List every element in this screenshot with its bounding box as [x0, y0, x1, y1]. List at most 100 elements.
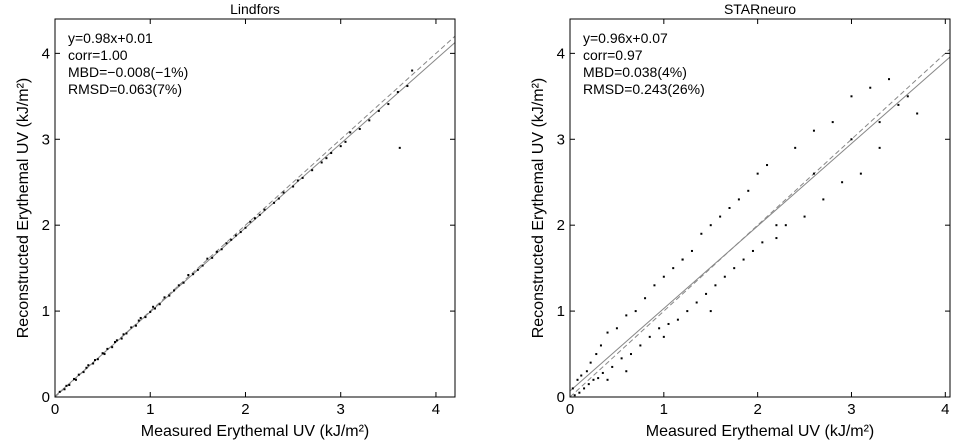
point: [234, 234, 237, 237]
annotation: MBD=−0.008(−1%): [68, 64, 188, 80]
point: [182, 281, 185, 284]
x-tick-label: 4: [432, 401, 440, 418]
point: [211, 256, 214, 259]
point: [74, 378, 77, 381]
point: [606, 331, 609, 334]
point: [320, 161, 323, 164]
point: [101, 352, 104, 355]
point: [263, 208, 266, 211]
point: [201, 264, 204, 267]
y-axis-label: Reconstructed Erythemal UV (kJ/m²): [15, 78, 32, 339]
point: [130, 326, 133, 329]
fit-line: [54, 42, 456, 397]
point: [163, 296, 166, 299]
annotation: MBD=0.038(4%): [583, 64, 687, 80]
point: [63, 388, 66, 391]
point: [144, 316, 147, 319]
point: [573, 394, 576, 397]
point: [120, 337, 123, 340]
point: [775, 224, 778, 227]
x-axis-label: Measured Erythemal UV (kJ/m²): [141, 423, 370, 440]
point: [695, 301, 698, 304]
point: [728, 207, 731, 209]
point: [756, 172, 759, 175]
point: [398, 146, 401, 149]
point: [96, 358, 99, 361]
point: [206, 257, 209, 260]
point: [368, 119, 371, 122]
point: [58, 390, 61, 393]
point: [225, 242, 228, 245]
point: [77, 373, 80, 376]
point: [94, 359, 96, 362]
point: [714, 284, 717, 287]
point: [125, 332, 128, 335]
point: [709, 310, 712, 313]
point: [620, 357, 623, 360]
point: [611, 365, 614, 368]
point: [239, 231, 242, 234]
point: [296, 179, 299, 182]
point: [152, 305, 155, 308]
point: [244, 226, 247, 229]
point: [154, 307, 156, 310]
chart-title: Lindfors: [230, 1, 280, 17]
annotation: corr=1.00: [68, 47, 128, 63]
point: [606, 378, 609, 381]
point: [578, 391, 581, 394]
point: [761, 241, 764, 244]
point: [597, 377, 600, 380]
point: [662, 275, 665, 278]
point: [292, 185, 295, 188]
point: [916, 112, 919, 115]
point: [330, 152, 333, 155]
y-tick-label: 4: [42, 45, 50, 62]
point: [812, 129, 815, 132]
point: [784, 224, 787, 227]
point: [742, 258, 745, 261]
point: [122, 333, 125, 336]
point: [878, 121, 881, 124]
point: [690, 249, 693, 252]
x-tick-label: 0: [51, 401, 59, 418]
point: [595, 353, 598, 356]
point: [705, 292, 708, 295]
x-tick-label: 0: [566, 401, 574, 418]
point: [177, 284, 180, 287]
point: [282, 191, 285, 194]
point: [667, 322, 670, 325]
point: [803, 215, 806, 218]
point: [134, 324, 137, 327]
point: [709, 224, 712, 227]
point: [65, 384, 68, 387]
point: [587, 383, 590, 386]
y-axis-label: Reconstructed Erythemal UV (kJ/m²): [530, 78, 547, 339]
y-tick-label: 4: [557, 45, 565, 62]
point: [653, 284, 656, 287]
point: [301, 176, 304, 179]
y-tick-label: 2: [42, 217, 50, 234]
point: [277, 197, 280, 200]
x-axis-label: Measured Erythemal UV (kJ/m²): [646, 423, 875, 440]
x-tick-label: 3: [847, 401, 855, 418]
point: [68, 383, 71, 386]
point: [639, 344, 642, 347]
point: [396, 91, 399, 94]
chart-title: STARneuro: [724, 1, 796, 17]
point: [629, 353, 632, 356]
axes-frame: [569, 18, 951, 398]
point: [700, 232, 703, 235]
point: [137, 319, 140, 322]
point: [850, 138, 853, 141]
point: [187, 274, 190, 277]
point: [576, 378, 579, 381]
point: [377, 109, 380, 112]
point: [869, 86, 872, 89]
point: [592, 378, 595, 381]
y-tick-label: 1: [557, 303, 565, 320]
point: [230, 238, 233, 241]
point: [220, 248, 223, 251]
point: [411, 69, 414, 72]
point: [258, 213, 261, 216]
